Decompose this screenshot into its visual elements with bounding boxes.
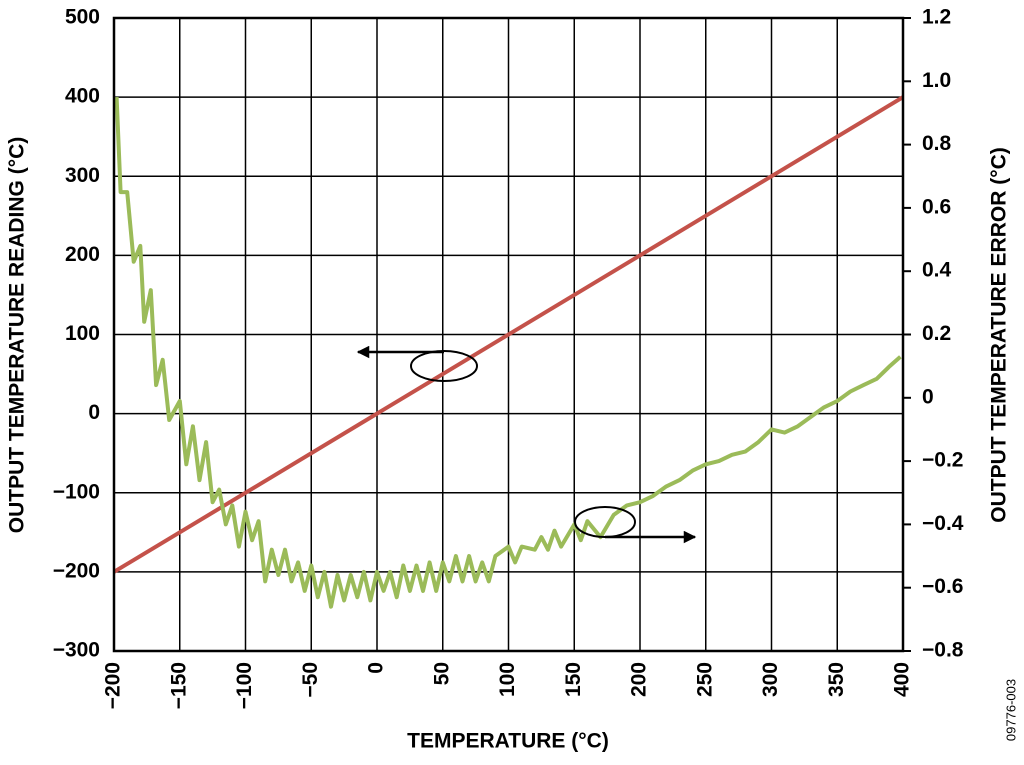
y-tick-label: 500 xyxy=(65,6,100,29)
x-tick-label: 300 xyxy=(759,662,782,697)
y-tick-label: 400 xyxy=(65,85,100,108)
series xyxy=(112,95,905,609)
data-line xyxy=(112,95,905,574)
y-tick-label: −200 xyxy=(53,559,100,582)
y2-tick-label: 1.0 xyxy=(922,69,951,92)
y-tick-label: 100 xyxy=(65,322,100,345)
y2-tick-label: 1.2 xyxy=(922,6,951,29)
y2-tick-label: −0.4 xyxy=(922,512,964,535)
x-tick-label: 100 xyxy=(496,662,519,697)
y2-tick-label: −0.8 xyxy=(922,639,964,662)
x-axis-title: TEMPERATURE (°C) xyxy=(407,730,609,753)
x-tick-label: 0 xyxy=(365,662,388,674)
x-tick-label: 50 xyxy=(430,662,453,685)
x-tick-label: 350 xyxy=(825,662,848,697)
figure-id: 09776-003 xyxy=(1003,679,1018,741)
y2-axis-title: OUTPUT TEMPERATURE ERROR (°C) xyxy=(988,147,1011,523)
annotation-ellipse xyxy=(410,350,478,382)
x-tick-label: −50 xyxy=(299,662,322,698)
y2-tick-label: 0 xyxy=(922,385,934,408)
y2-tick-label: 0.2 xyxy=(922,322,951,345)
y-tick-label: −300 xyxy=(53,639,100,662)
y-tick-label: 300 xyxy=(65,164,100,187)
x-tick-label: 150 xyxy=(562,662,585,697)
y2-tick-label: −0.6 xyxy=(922,575,963,598)
x-tick-label: 400 xyxy=(891,662,914,697)
y-axis-title: OUTPUT TEMPERATURE READING (°C) xyxy=(6,137,29,534)
y-tick-label: 0 xyxy=(88,401,100,424)
data-line xyxy=(114,97,902,609)
x-tick-label: 200 xyxy=(628,662,651,697)
y-tick-label: −100 xyxy=(53,480,100,503)
x-tick-label: −150 xyxy=(167,662,190,709)
y2-tick-label: 0.4 xyxy=(922,259,952,282)
x-tick-label: −100 xyxy=(233,662,256,709)
x-tick-label: 250 xyxy=(693,662,716,697)
y-tick-label: 200 xyxy=(65,243,100,266)
y2-tick-label: 0.8 xyxy=(922,132,952,155)
y2-tick-label: 0.6 xyxy=(922,195,951,218)
x-tick-label: −200 xyxy=(102,662,125,709)
y2-tick-label: −0.2 xyxy=(922,449,963,472)
